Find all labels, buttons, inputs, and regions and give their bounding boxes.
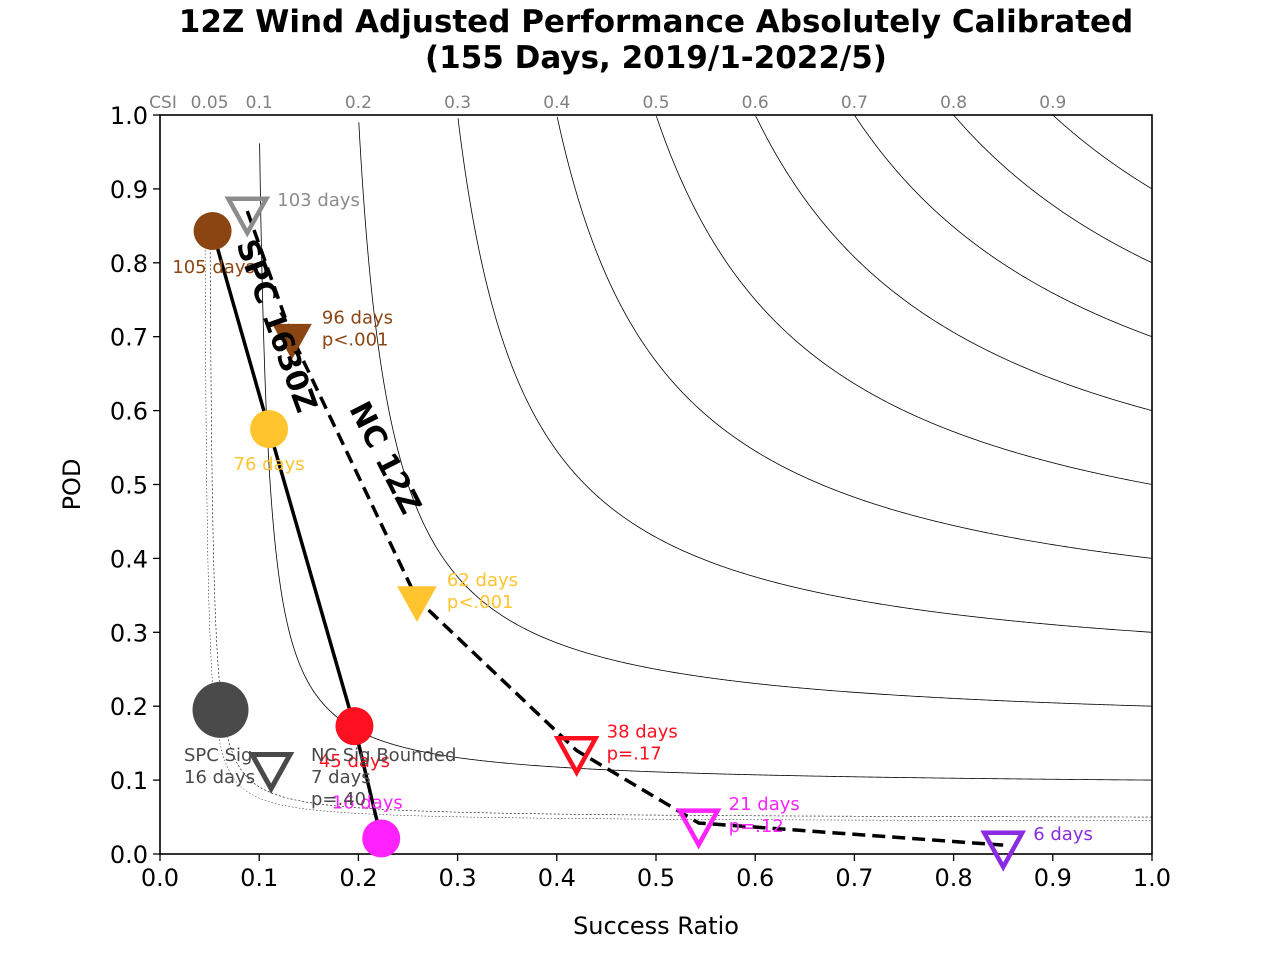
- x-tick-label: 0.5: [637, 864, 675, 892]
- csi-contour-0.1: [259, 143, 1152, 781]
- series-line: [245, 210, 1004, 847]
- data-label: p<.001: [447, 592, 514, 613]
- data-label: 45 days: [319, 751, 390, 772]
- chart-title: 12Z Wind Adjusted Performance Absolutely…: [0, 4, 1280, 76]
- csi-tick-label: 0.1: [246, 93, 273, 113]
- x-tick-label: 0.1: [240, 864, 278, 892]
- csi-contour-0.9: [1052, 115, 1152, 190]
- series-lines: [210, 210, 1004, 847]
- csi-contour-0.8: [953, 115, 1152, 264]
- y-axis-label: POD: [58, 459, 86, 511]
- csi-tick-label: 0.6: [742, 93, 769, 113]
- data-label: 38 days: [607, 722, 678, 743]
- data-label: 96 days: [322, 308, 393, 329]
- csi-axis-label: CSI: [149, 93, 177, 113]
- csi-tick-label: 0.4: [543, 93, 570, 113]
- x-tick-label: 0.8: [935, 864, 973, 892]
- y-tick-label: 0.0: [110, 841, 148, 869]
- triangle-marker: [224, 196, 271, 238]
- data-markers: [192, 196, 1027, 872]
- csi-contour-0.3: [457, 118, 1152, 633]
- y-tick-label: 0.3: [110, 619, 148, 647]
- csi-contour-0.6: [755, 115, 1152, 411]
- data-label: 105 days: [172, 257, 255, 278]
- csi-tick-label: 0.3: [444, 93, 471, 113]
- sig-label: SPC Sig: [184, 745, 252, 766]
- csi-contour-0.7: [854, 115, 1152, 338]
- sig-label: NC Sig Bounded: [311, 745, 456, 766]
- circle-marker: [193, 212, 232, 251]
- triangle-marker: [553, 735, 600, 778]
- x-tick-label: 0.3: [439, 864, 477, 892]
- data-label: p<.001: [322, 330, 389, 351]
- y-tick-label: 0.8: [110, 250, 148, 278]
- y-tick-label: 0.5: [110, 472, 148, 500]
- series-label-nc: NC 12Z: [342, 396, 428, 520]
- circle-marker: [362, 819, 401, 858]
- sig-label: p=.40: [311, 789, 366, 810]
- x-tick-label: 0.0: [141, 864, 179, 892]
- x-tick-label: 0.4: [538, 864, 576, 892]
- y-tick-label: 0.6: [110, 398, 148, 426]
- y-tick-label: 0.9: [110, 176, 148, 204]
- circle-marker: [250, 410, 289, 449]
- x-tick-label: 0.2: [339, 864, 377, 892]
- csi-tick-label: 0.05: [191, 93, 229, 113]
- sig-triangle-marker: [247, 751, 295, 794]
- sig-label: 7 days: [311, 767, 371, 788]
- csi-tick-label: 0.9: [1039, 93, 1066, 113]
- data-label: 6 days: [1033, 824, 1093, 845]
- axes: 0.0 0.1 0.2 0.3 0.4 0.5 0.6 0.7 0.8 0.9 1.0 0.0 0.1 0…: [58, 93, 1171, 940]
- sig-label: 16 days: [184, 767, 255, 788]
- triangle-marker: [397, 586, 437, 622]
- data-label: 21 days: [729, 794, 800, 815]
- data-label: 16 days: [332, 792, 403, 813]
- y-tick-label: 0.7: [110, 324, 148, 352]
- triangle-marker: [980, 830, 1027, 872]
- y-tick-label: 1.0: [110, 102, 148, 130]
- data-labels: 105 days 76 days 45 days 16 days 103 days 96 …: [172, 190, 1093, 845]
- data-label: 76 days: [234, 454, 305, 475]
- triangle-marker: [272, 323, 312, 360]
- data-label: p=.17: [607, 744, 662, 765]
- sig-circle-marker: [192, 681, 249, 738]
- csi-contour-dotted: [204, 235, 1152, 821]
- y-tick-label: 0.2: [110, 693, 148, 721]
- csi-tick-label: 0.7: [841, 93, 868, 113]
- x-axis-label: Success Ratio: [573, 912, 739, 940]
- x-tick-label: 1.0: [1133, 864, 1171, 892]
- csi-contours: [204, 115, 1152, 821]
- x-tick-label: 0.7: [835, 864, 873, 892]
- csi-contour-0.2: [358, 122, 1152, 707]
- y-tick-label: 0.4: [110, 545, 148, 573]
- circle-marker: [335, 707, 374, 746]
- x-tick-label: 0.9: [1034, 864, 1072, 892]
- y-tick-label: 0.1: [110, 767, 148, 795]
- x-tick-label: 0.6: [736, 864, 774, 892]
- csi-tick-label: 0.8: [940, 93, 967, 113]
- data-label: p=.12: [729, 816, 784, 837]
- csi-contour-0.5: [656, 116, 1152, 485]
- data-label: 103 days: [277, 190, 360, 211]
- csi-tick-label: 0.5: [642, 93, 669, 113]
- csi-contour-0.4: [556, 116, 1152, 559]
- data-label: 62 days: [447, 570, 518, 591]
- chart-title-line-1: 12Z Wind Adjusted Performance Absolutely…: [178, 4, 1134, 40]
- triangle-marker: [675, 808, 722, 850]
- chart-title-line-2: (155 Days, 2019/1-2022/5): [425, 40, 887, 76]
- csi-tick-label: 0.2: [345, 93, 372, 113]
- series-line: [210, 230, 383, 839]
